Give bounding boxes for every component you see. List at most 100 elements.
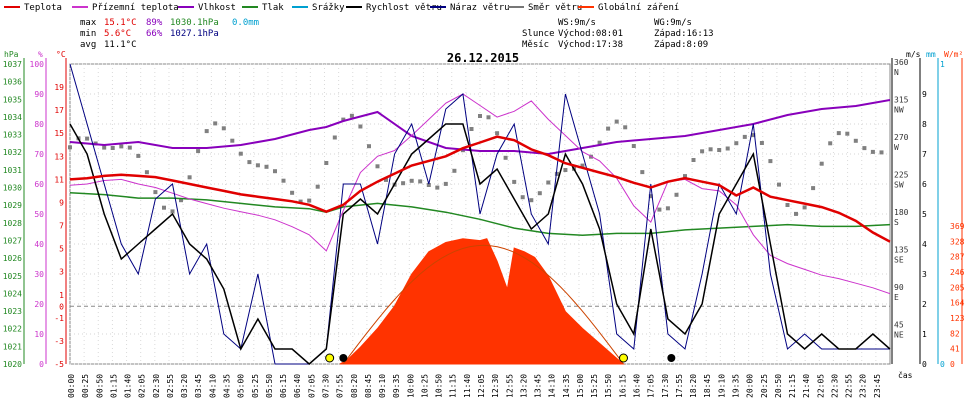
tick-wm2: 369	[950, 222, 965, 231]
axis-unit-temp: °C	[56, 50, 66, 59]
tick-time: 09:10	[378, 374, 387, 398]
legend-item: Tlak	[262, 3, 284, 13]
stat-label-avg: avg	[80, 40, 96, 50]
stat-label-max: max	[80, 18, 97, 28]
tick-time: 22:30	[830, 374, 839, 398]
wind-direction-point	[315, 184, 320, 189]
tick-time: 00:25	[81, 374, 90, 398]
wind-direction-point	[836, 131, 841, 136]
tick-time: 20:00	[746, 374, 755, 398]
legend-item: Teplota	[24, 3, 62, 13]
wind-direction-point	[631, 144, 636, 148]
tick-ms: 4	[922, 240, 927, 249]
info-sun-label: Slunce	[522, 29, 555, 39]
tick-wm2: 328	[950, 237, 965, 246]
tick-dir: 360	[894, 58, 909, 67]
tick-ms: 7	[922, 150, 927, 159]
tick-dir: SW	[894, 181, 904, 190]
info-ws: WS:9m/s	[558, 18, 596, 28]
tick-dir: 45	[894, 321, 904, 330]
axes-layer: 1020102110221023102410251026102710281029…	[3, 58, 965, 398]
tick-pct: 0	[39, 360, 44, 369]
wind-direction-point	[486, 115, 491, 120]
stat-avg-temp: 11.1°C	[104, 40, 137, 50]
wind-direction-point	[221, 126, 226, 131]
tick-wm2: 164	[950, 299, 965, 308]
tick-time: 22:05	[816, 374, 825, 398]
tick-time: 06:40	[293, 374, 302, 398]
tick-pct: 80	[34, 120, 44, 129]
wind-direction-point	[734, 141, 739, 146]
stat-max-rain: 0.0mm	[232, 18, 259, 28]
stat-min-temp: 5.6°C	[104, 29, 131, 39]
stat-label-min: min	[80, 29, 96, 39]
tick-hpa: 1027	[3, 236, 22, 245]
tick-time: 08:20	[350, 374, 359, 398]
wind-direction-point	[563, 168, 568, 172]
info-moon-set: Západ:8:09	[654, 40, 708, 50]
wind-direction-point	[435, 185, 440, 190]
wind-direction-point	[580, 163, 585, 168]
info-wg: WG:9m/s	[654, 18, 692, 28]
tick-temp: -1	[54, 314, 64, 323]
tick-dir: 225	[894, 171, 909, 180]
wind-direction-point	[196, 149, 201, 154]
wind-direction-point	[144, 170, 149, 175]
tick-hpa: 1036	[3, 78, 22, 87]
tick-time: 01:40	[124, 374, 133, 398]
tick-hpa: 1023	[3, 307, 22, 316]
tick-time: 10:25	[420, 374, 429, 398]
wind-direction-point	[529, 198, 534, 203]
tick-time: 09:35	[392, 374, 401, 398]
info-sun-rise: Východ:08:01	[558, 29, 623, 39]
stat-max-temp: 15.1°C	[104, 18, 137, 28]
wind-direction-point	[162, 205, 166, 210]
tick-wm2: 41	[950, 345, 960, 354]
tick-pct: 90	[34, 90, 44, 99]
legend-item: Srážky	[312, 3, 345, 13]
wind-direction-point	[512, 179, 517, 184]
tick-hpa: 1022	[3, 325, 22, 334]
wind-direction-point	[802, 205, 807, 210]
wind-direction-point	[845, 131, 850, 136]
tick-dir: SE	[894, 256, 904, 265]
tick-temp: -3	[54, 337, 64, 346]
wind-direction-point	[187, 175, 192, 180]
tick-pct: 50	[34, 210, 44, 219]
wind-direction-point	[358, 124, 363, 129]
tick-time: 21:40	[802, 374, 811, 398]
wind-direction-point	[238, 151, 243, 156]
wind-direction-point	[597, 140, 602, 145]
wind-direction-point	[324, 161, 329, 165]
tick-time: 12:55	[505, 374, 514, 398]
wind-direction-point	[375, 164, 380, 169]
wind-direction-point	[614, 119, 619, 124]
wind-direction-point	[717, 148, 722, 152]
tick-temp: 17	[54, 106, 64, 115]
tick-dir: 270	[894, 133, 909, 142]
wind-direction-point	[255, 163, 260, 168]
tick-time: 18:20	[689, 374, 698, 398]
tick-time: 21:15	[788, 374, 797, 398]
wind-direction-point	[307, 198, 312, 203]
tick-pct: 30	[34, 270, 44, 279]
wind-direction-point	[384, 177, 388, 182]
wind-direction-point	[443, 181, 448, 186]
tick-time: 05:50	[265, 374, 274, 398]
tick-dir: NE	[894, 331, 904, 340]
tick-temp: 15	[54, 129, 64, 138]
sunrise-marker	[325, 353, 335, 363]
legend-item: Vlhkost	[198, 3, 236, 13]
tick-time: 14:10	[548, 374, 557, 398]
tick-temp: 0	[59, 302, 64, 311]
tick-ms: 5	[922, 210, 927, 219]
wind-direction-point	[179, 198, 183, 203]
series-gust	[69, 63, 890, 365]
tick-time: 02:55	[166, 374, 175, 398]
tick-time: 02:05	[138, 374, 147, 398]
wind-direction-point	[554, 171, 559, 176]
wind-direction-point	[777, 182, 781, 187]
tick-time: 19:35	[731, 374, 740, 398]
wind-direction-point	[401, 181, 406, 186]
wind-direction-point	[230, 138, 235, 143]
